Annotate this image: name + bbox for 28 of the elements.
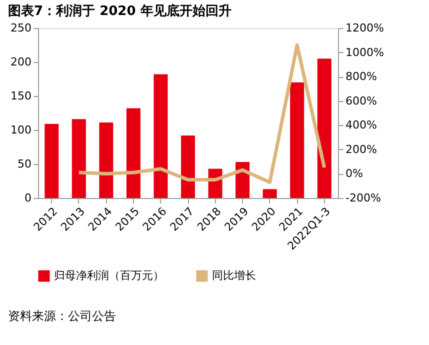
bar — [154, 74, 168, 198]
text: 资料来源：公司公告 — [8, 309, 116, 323]
y-tick-label: 50 — [18, 158, 32, 170]
y2-tick-label: 400% — [346, 118, 377, 132]
y2-tick-label: 1200% — [346, 22, 384, 34]
bar — [72, 119, 86, 198]
legend-label: 同比增长 — [212, 269, 256, 282]
bar — [290, 82, 304, 198]
y-tick-label: 200 — [10, 56, 32, 68]
chart-title: 图表7：利润于 2020 年见底开始回升 — [8, 3, 232, 19]
line-series — [77, 43, 326, 184]
bar — [126, 108, 140, 198]
y-tick-label: 250 — [10, 22, 32, 34]
y2-tick-label: -200% — [346, 192, 381, 204]
bar — [317, 58, 332, 198]
y-tick-label: 0 — [24, 192, 32, 204]
bar — [99, 122, 114, 198]
y2-tick-label: 1000% — [346, 46, 384, 59]
bar — [181, 135, 195, 198]
y-tick-label: 150 — [10, 90, 32, 102]
y-tick-label: 100 — [10, 124, 32, 136]
bar — [44, 124, 59, 198]
legend-label: 归母净利润（百万元） — [54, 269, 164, 282]
y2-tick-label: 800% — [346, 70, 377, 84]
y2-tick-label: 200% — [346, 142, 377, 156]
y2-tick-label: 600% — [346, 94, 377, 108]
bar — [262, 189, 277, 198]
y2-tick-label: 0% — [346, 167, 363, 180]
